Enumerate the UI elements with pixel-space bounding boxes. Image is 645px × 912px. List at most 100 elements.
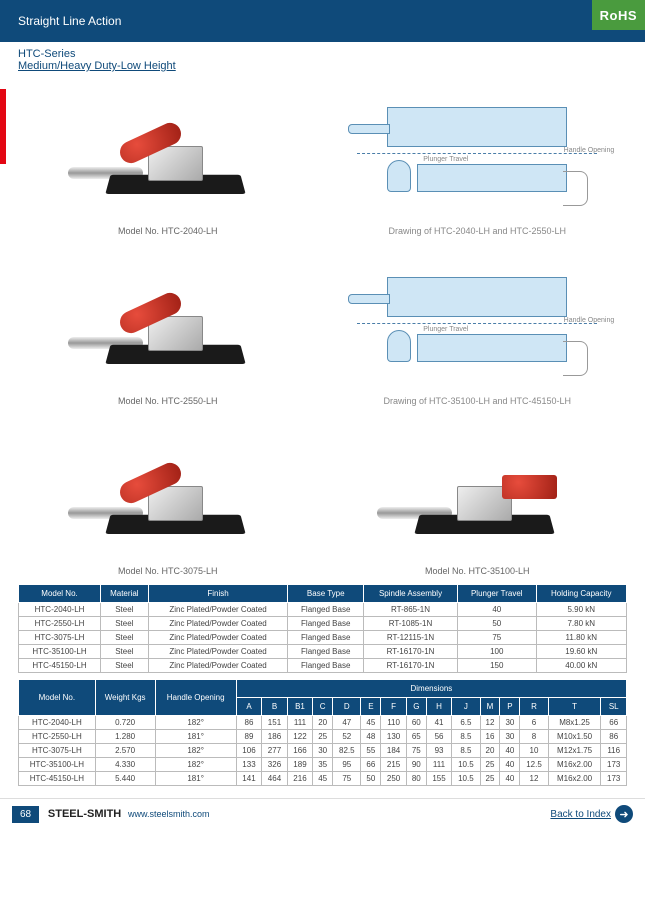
- table-cell: 4.330: [95, 758, 155, 772]
- table-cell: Steel: [101, 617, 149, 631]
- table-cell: 106: [236, 744, 262, 758]
- table-row: HTC-3075-LH2.570182°1062771663082.555184…: [19, 744, 627, 758]
- table-cell: 5.440: [95, 772, 155, 786]
- table-cell: 20: [313, 716, 333, 730]
- table-cell: 75: [458, 631, 537, 645]
- table-row: HTC-45150-LH5.440181°1414642164575502508…: [19, 772, 627, 786]
- product-image-2: [18, 244, 318, 394]
- table-cell: 82.5: [333, 744, 361, 758]
- table-cell: 35: [313, 758, 333, 772]
- handle-opening-label-2: Handle Opening: [564, 317, 615, 324]
- t2-handle-header: Handle Opening: [155, 680, 236, 716]
- back-label: Back to Index: [550, 809, 611, 820]
- table-cell: 130: [381, 730, 407, 744]
- table-cell: 166: [287, 744, 313, 758]
- t2-weight-header: Weight Kgs: [95, 680, 155, 716]
- table-header: C: [313, 698, 333, 716]
- table-cell: HTC-2040-LH: [19, 603, 101, 617]
- brand-name: STEEL-SMITH: [48, 808, 121, 820]
- table-cell: HTC-35100-LH: [19, 758, 96, 772]
- table-header: Material: [101, 585, 149, 603]
- table-cell: Zinc Plated/Powder Coated: [148, 659, 288, 673]
- table-cell: 65: [406, 730, 426, 744]
- model-label-1: Model No. HTC-2040-LH: [18, 226, 318, 236]
- table-cell: 86: [236, 716, 262, 730]
- table-header: B: [262, 698, 288, 716]
- table-cell: 155: [426, 772, 452, 786]
- table-cell: M8x1.25: [548, 716, 601, 730]
- table-header: M: [480, 698, 500, 716]
- table-cell: Flanged Base: [288, 603, 364, 617]
- subheader: HTC-Series Medium/Heavy Duty-Low Height: [0, 42, 645, 74]
- table-cell: 52: [333, 730, 361, 744]
- table-header: Spindle Assembly: [364, 585, 458, 603]
- table-row: HTC-2040-LH0.720182°86151111204745110604…: [19, 716, 627, 730]
- plunger-travel-label-2: Plunger Travel: [423, 326, 468, 333]
- product-col-4: Model No. HTC-35100-LH: [328, 414, 628, 576]
- table-cell: 40: [458, 603, 537, 617]
- table-cell: 25: [480, 772, 500, 786]
- table-cell: 100: [458, 645, 537, 659]
- table-cell: 89: [236, 730, 262, 744]
- subtitle-link[interactable]: Medium/Heavy Duty-Low Height: [18, 60, 627, 72]
- table-cell: Zinc Plated/Powder Coated: [148, 631, 288, 645]
- red-accent-strip: [0, 89, 6, 164]
- series-label: HTC-Series: [18, 48, 627, 60]
- table-header: Model No.: [19, 585, 101, 603]
- table-cell: HTC-2550-LH: [19, 617, 101, 631]
- table-cell: 7.80 kN: [536, 617, 626, 631]
- table-cell: 277: [262, 744, 288, 758]
- table-cell: 216: [287, 772, 313, 786]
- table-cell: Flanged Base: [288, 659, 364, 673]
- table-cell: 30: [500, 730, 520, 744]
- product-image-3: [18, 414, 318, 564]
- row-3: Model No. HTC-3075-LH Model No. HTC-3510…: [18, 414, 627, 576]
- table-cell: 40: [500, 758, 520, 772]
- table-cell: 116: [601, 744, 627, 758]
- table-cell: 40: [500, 772, 520, 786]
- table-cell: 1.280: [95, 730, 155, 744]
- table-cell: Zinc Plated/Powder Coated: [148, 617, 288, 631]
- table-cell: 8.5: [452, 744, 480, 758]
- table-cell: M16x2.00: [548, 772, 601, 786]
- table-cell: 173: [601, 772, 627, 786]
- table-cell: HTC-2550-LH: [19, 730, 96, 744]
- table-cell: Zinc Plated/Powder Coated: [148, 603, 288, 617]
- product-image-1: [18, 74, 318, 224]
- table-cell: 6.5: [452, 716, 480, 730]
- handle-opening-label: Handle Opening: [564, 147, 615, 154]
- drawing-label-1: Drawing of HTC-2040-LH and HTC-2550-LH: [328, 226, 628, 236]
- table-header: Plunger Travel: [458, 585, 537, 603]
- table-cell: 464: [262, 772, 288, 786]
- table-header: F: [381, 698, 407, 716]
- table-header: Base Type: [288, 585, 364, 603]
- table-header: J: [452, 698, 480, 716]
- product-col-3: Model No. HTC-3075-LH: [18, 414, 318, 576]
- table-header: P: [500, 698, 520, 716]
- table-cell: 11.80 kN: [536, 631, 626, 645]
- t2-model-header: Model No.: [19, 680, 96, 716]
- table-cell: 215: [381, 758, 407, 772]
- table-cell: Flanged Base: [288, 631, 364, 645]
- table-cell: 5.90 kN: [536, 603, 626, 617]
- table-cell: 25: [313, 730, 333, 744]
- table-cell: Steel: [101, 603, 149, 617]
- table-cell: 86: [601, 730, 627, 744]
- table-cell: Flanged Base: [288, 617, 364, 631]
- table-cell: 25: [480, 758, 500, 772]
- arrow-right-icon: ➜: [615, 805, 633, 823]
- brand-url[interactable]: www.steelsmith.com: [128, 809, 210, 819]
- table-cell: 45: [313, 772, 333, 786]
- table-cell: 40.00 kN: [536, 659, 626, 673]
- table-cell: 182°: [155, 744, 236, 758]
- table-cell: Flanged Base: [288, 645, 364, 659]
- back-to-index-link[interactable]: Back to Index ➜: [550, 805, 633, 823]
- table-cell: 6: [520, 716, 548, 730]
- drawing-label-2: Drawing of HTC-35100-LH and HTC-45150-LH: [328, 396, 628, 406]
- product-image-4: [328, 414, 628, 564]
- table-cell: 45: [361, 716, 381, 730]
- table-cell: 12.5: [520, 758, 548, 772]
- table-cell: 10: [520, 744, 548, 758]
- tech-drawing-2: Plunger Travel Handle Opening: [328, 244, 628, 394]
- table-cell: M12x1.75: [548, 744, 601, 758]
